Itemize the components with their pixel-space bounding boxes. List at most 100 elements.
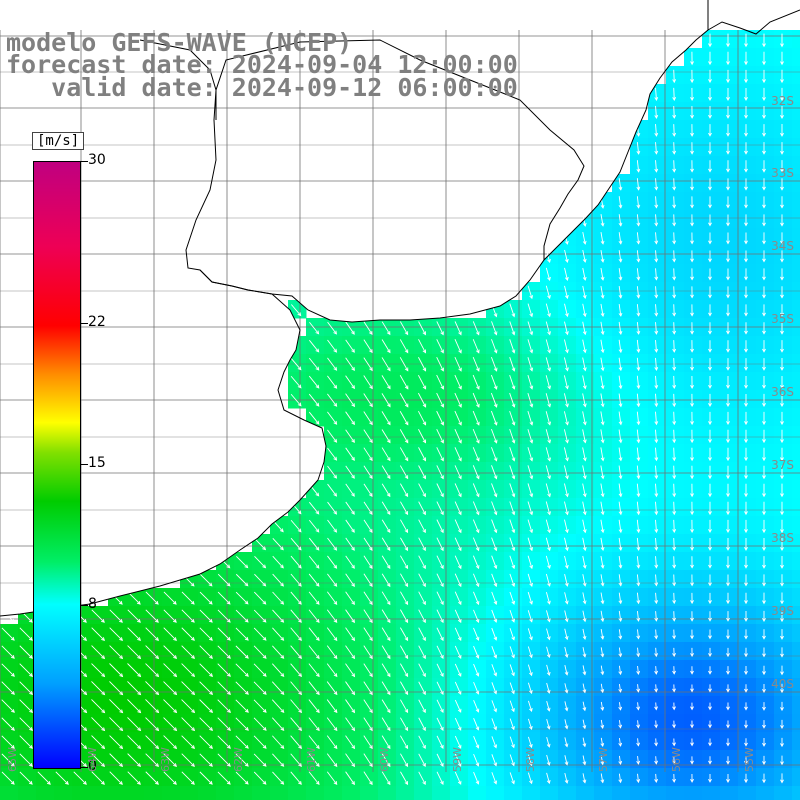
wind-arrow bbox=[308, 393, 320, 407]
wind-cell bbox=[594, 696, 613, 715]
wind-arrow bbox=[436, 447, 444, 462]
wind-cell bbox=[306, 354, 325, 373]
wind-arrow bbox=[400, 771, 409, 786]
wind-cell bbox=[666, 570, 685, 589]
wind-arrow bbox=[726, 756, 730, 765]
wind-arrow bbox=[762, 340, 766, 353]
wind-arrow bbox=[762, 69, 766, 84]
wind-cell bbox=[414, 750, 433, 769]
wind-cell bbox=[396, 660, 415, 679]
wind-arrow bbox=[600, 537, 605, 552]
wind-cell bbox=[540, 372, 559, 391]
wind-cell bbox=[666, 750, 685, 769]
wind-arrow bbox=[19, 771, 33, 785]
wind-cell bbox=[216, 570, 235, 589]
wind-arrow bbox=[744, 465, 748, 480]
wind-cell bbox=[522, 750, 541, 769]
wind-cell bbox=[558, 750, 577, 769]
wind-arrow bbox=[582, 592, 587, 605]
wind-cell bbox=[288, 570, 307, 589]
wind-cell bbox=[720, 354, 739, 373]
wind-arrow bbox=[600, 375, 605, 390]
wind-cell bbox=[738, 588, 757, 607]
wind-arrow bbox=[582, 555, 587, 569]
wind-arrow bbox=[290, 304, 302, 317]
wind-arrow bbox=[636, 321, 641, 335]
wind-arrow bbox=[417, 392, 427, 408]
wind-cell bbox=[792, 408, 800, 427]
wind-cell bbox=[594, 642, 613, 661]
wind-cell bbox=[306, 336, 325, 355]
wind-cell bbox=[288, 642, 307, 661]
wind-cell bbox=[720, 246, 739, 265]
wind-arrow bbox=[127, 753, 142, 768]
wind-arrow bbox=[582, 755, 587, 766]
wind-arrow bbox=[454, 771, 462, 785]
wind-arrow bbox=[744, 720, 748, 729]
wind-arrow bbox=[636, 738, 641, 747]
wind-cell bbox=[774, 768, 793, 787]
wind-arrow bbox=[527, 555, 533, 570]
wind-cell bbox=[648, 210, 667, 229]
wind-arrow bbox=[145, 591, 159, 605]
wind-cell bbox=[540, 768, 559, 787]
wind-cell bbox=[756, 336, 775, 355]
wind-cell bbox=[630, 228, 649, 247]
wind-cell bbox=[270, 534, 289, 553]
wind-arrow bbox=[381, 717, 391, 732]
wind-cell bbox=[792, 174, 800, 193]
wind-cell bbox=[792, 750, 800, 769]
wind-arrow bbox=[708, 756, 712, 765]
wind-cell bbox=[558, 390, 577, 409]
wind-cell bbox=[612, 354, 631, 373]
wind-cell bbox=[756, 192, 775, 211]
wind-arrow bbox=[726, 519, 730, 534]
wind-cell bbox=[504, 786, 523, 800]
wind-cell bbox=[216, 660, 235, 679]
forecast-date: forecast date: 2024-09-04 12:00:00 bbox=[6, 50, 518, 79]
wind-cell bbox=[648, 678, 667, 697]
wind-cell bbox=[432, 498, 451, 517]
latitude-label: 32S bbox=[771, 94, 794, 108]
wind-cell bbox=[594, 516, 613, 535]
wind-cell bbox=[342, 372, 361, 391]
wind-cell bbox=[396, 372, 415, 391]
wind-arrow bbox=[726, 142, 730, 155]
wind-cell bbox=[684, 624, 703, 643]
wind-arrow bbox=[636, 447, 641, 462]
wind-cell bbox=[648, 480, 667, 499]
wind-arrow bbox=[600, 719, 605, 729]
wind-cell bbox=[684, 570, 703, 589]
wind-cell bbox=[738, 624, 757, 643]
wind-arrow bbox=[654, 702, 658, 711]
wind-cell bbox=[306, 786, 325, 800]
wind-arrow bbox=[744, 629, 748, 640]
wind-arrow bbox=[744, 69, 748, 84]
wind-cell bbox=[630, 246, 649, 265]
wind-cell bbox=[522, 390, 541, 409]
wind-arrow bbox=[345, 699, 356, 714]
wind-cell bbox=[684, 732, 703, 751]
wind-cell bbox=[108, 696, 127, 715]
wind-cell bbox=[774, 264, 793, 283]
wind-cell bbox=[630, 768, 649, 787]
wind-cell bbox=[288, 696, 307, 715]
wind-arrow bbox=[436, 410, 444, 426]
wind-arrow bbox=[363, 645, 373, 660]
wind-arrow bbox=[509, 628, 515, 641]
wind-arrow bbox=[744, 393, 748, 407]
wind-cell bbox=[756, 768, 775, 787]
wind-arrow bbox=[418, 573, 426, 588]
wind-arrow bbox=[217, 609, 231, 623]
wind-arrow bbox=[708, 358, 712, 371]
wind-arrow bbox=[582, 267, 587, 281]
wind-cell bbox=[756, 246, 775, 265]
wind-arrow bbox=[363, 591, 373, 606]
wind-cell bbox=[792, 498, 800, 517]
wind-arrow bbox=[636, 142, 641, 155]
wind-cell bbox=[594, 264, 613, 283]
wind-arrow bbox=[235, 645, 249, 659]
wind-arrow bbox=[762, 268, 766, 281]
wind-arrow bbox=[545, 267, 551, 282]
wind-cell bbox=[594, 246, 613, 265]
